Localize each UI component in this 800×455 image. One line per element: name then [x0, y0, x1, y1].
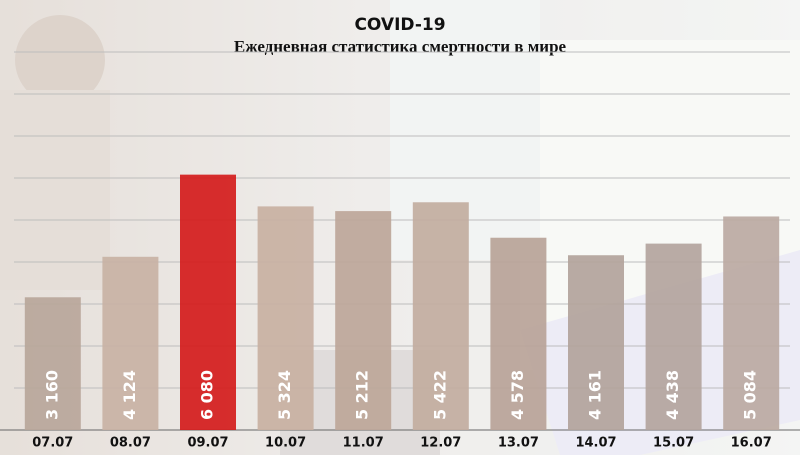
- bar: [180, 174, 236, 430]
- x-tick-label: 13.07: [498, 436, 539, 451]
- bar: [24, 297, 81, 430]
- x-tick-label: 16.07: [731, 436, 772, 451]
- value-label: 5 422: [430, 370, 449, 420]
- bar: [723, 216, 780, 430]
- value-label: 6 080: [198, 370, 217, 420]
- x-tick-label: 15.07: [653, 436, 694, 451]
- x-tick-label: 11.07: [343, 436, 384, 451]
- chart-title: COVID-19: [354, 15, 445, 35]
- value-label: 3 160: [42, 370, 61, 420]
- x-tick-label: 10.07: [265, 436, 306, 451]
- value-label: 4 124: [120, 370, 139, 420]
- x-tick-label: 09.07: [187, 436, 228, 451]
- bar: [412, 202, 469, 430]
- bar: [102, 256, 159, 430]
- bar: [335, 211, 392, 430]
- x-tick-label: 08.07: [110, 436, 151, 451]
- x-tick-label: 12.07: [420, 436, 461, 451]
- chart-subtitle: Ежедневная статистика смертности в мире: [234, 37, 567, 56]
- value-label: 5 324: [275, 370, 294, 420]
- value-label: 5 212: [353, 370, 372, 420]
- bar: [568, 255, 624, 430]
- value-label: 4 578: [508, 370, 527, 420]
- bar: [645, 243, 702, 430]
- bar: [257, 206, 314, 430]
- x-tick-label: 07.07: [32, 436, 73, 451]
- value-label: 4 438: [663, 370, 682, 420]
- value-label: 4 161: [586, 370, 605, 420]
- x-tick-label: 14.07: [575, 436, 616, 451]
- bar: [490, 237, 547, 430]
- value-label: 5 084: [741, 370, 760, 420]
